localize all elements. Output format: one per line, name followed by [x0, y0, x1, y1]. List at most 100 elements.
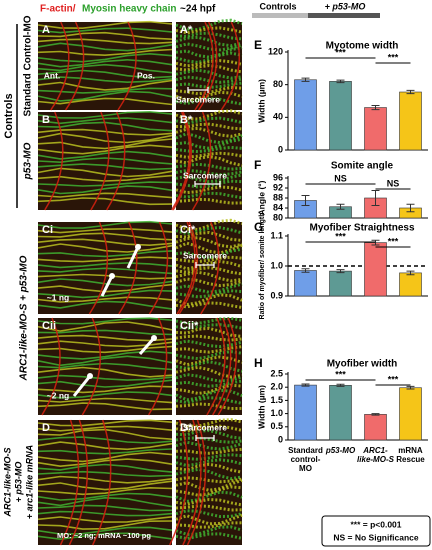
fiber	[37, 532, 173, 541]
row-label: Standard Control-MO	[23, 15, 34, 116]
bar	[364, 414, 387, 441]
fiber-red	[200, 221, 220, 315]
panel-label: Cii*	[180, 320, 199, 332]
error-bar	[301, 268, 310, 273]
fiber	[175, 185, 243, 195]
fiber-red	[88, 221, 109, 315]
fiber	[175, 462, 243, 474]
fiber	[175, 485, 243, 497]
fiber	[37, 38, 173, 45]
chart-title: Myofiber Straightness	[309, 223, 414, 234]
panel-text: Pos.	[137, 70, 155, 80]
fiber	[37, 250, 173, 258]
panel-text: ~1 ng	[47, 292, 69, 302]
fiber	[37, 475, 173, 484]
fiber-red	[212, 317, 232, 416]
fiber	[37, 167, 173, 178]
fiber	[175, 316, 243, 325]
bar	[364, 107, 387, 151]
panel-text: Sarcomere	[183, 250, 227, 260]
error-bar	[336, 269, 345, 274]
fiber-red	[176, 221, 196, 315]
fiber	[175, 122, 243, 131]
legend-text: *** = p<0.001	[350, 519, 401, 529]
fiber	[175, 173, 243, 184]
fiber	[37, 321, 173, 332]
y-tick-label: 0	[278, 144, 283, 154]
fiber	[37, 87, 173, 94]
y-tick-label: 96	[273, 172, 283, 182]
fiber	[37, 419, 173, 427]
fiber	[175, 504, 243, 512]
sig-label: NS	[334, 173, 347, 183]
y-tick-label: 1.0	[270, 260, 283, 270]
fiber	[175, 301, 243, 309]
arrow-head	[109, 273, 115, 279]
sarcomere-bracket	[195, 435, 215, 441]
fiber	[175, 490, 243, 503]
fiber-red	[182, 419, 202, 546]
fiber	[37, 48, 173, 57]
x-tick-label: Standard control-MO	[288, 446, 323, 473]
fiber	[175, 424, 243, 433]
error-bar	[301, 383, 310, 387]
fiber	[37, 157, 173, 165]
fiber	[37, 256, 173, 263]
fiber	[37, 138, 173, 150]
panel-label: Cii	[42, 320, 56, 332]
row-label: ARC1-like-MO-S + p53-MO	[19, 255, 30, 381]
panel-label: A*	[180, 24, 193, 36]
fiber	[175, 116, 243, 125]
fiber	[175, 137, 243, 150]
fiber	[37, 448, 173, 455]
fiber	[37, 526, 173, 535]
fiber-red	[172, 111, 192, 211]
error-bar	[406, 270, 415, 276]
fiber	[37, 117, 173, 125]
fiber-red	[64, 21, 85, 111]
fiber	[37, 458, 173, 468]
fiber	[175, 35, 243, 48]
fiber	[37, 504, 173, 512]
fiber	[37, 289, 173, 299]
fiber	[37, 441, 173, 451]
sig-label: ***	[335, 47, 346, 57]
fiber-red	[90, 111, 110, 211]
bar	[294, 270, 317, 297]
bar	[329, 270, 352, 297]
arrow	[72, 375, 92, 397]
fiber-red	[191, 111, 212, 211]
fiber-red	[50, 21, 70, 111]
fiber	[175, 334, 243, 342]
fiber	[175, 396, 243, 405]
error-bar	[301, 77, 310, 82]
sarcomere-bracket	[187, 87, 209, 93]
fiber	[175, 532, 243, 541]
fiber	[175, 259, 243, 271]
sig-label: ***	[388, 236, 399, 246]
fiber	[37, 267, 173, 275]
x-tick-label: ARC1-like-MO-S	[357, 446, 394, 464]
y-tick-label: 1.0	[270, 408, 283, 418]
fiber-red	[117, 21, 137, 111]
fiber	[37, 243, 173, 253]
y-tick-label: 0.5	[270, 421, 283, 431]
fiber	[175, 525, 243, 536]
sarcomere-bracket	[194, 181, 221, 187]
fiber-red	[41, 317, 61, 416]
fiber	[175, 154, 243, 167]
chart-title: Myotome width	[326, 41, 399, 52]
fiber	[37, 197, 173, 206]
fiber	[37, 181, 173, 187]
fiber	[175, 68, 243, 80]
fiber	[175, 467, 243, 481]
panel-label: D*	[180, 422, 193, 434]
fiber	[175, 345, 243, 354]
fiber	[175, 402, 243, 411]
error-bar	[301, 195, 310, 206]
fiber	[175, 289, 243, 299]
fiber	[175, 145, 243, 154]
y-tick-label: 0	[278, 434, 283, 444]
fiber	[175, 18, 243, 32]
bar	[399, 91, 422, 151]
